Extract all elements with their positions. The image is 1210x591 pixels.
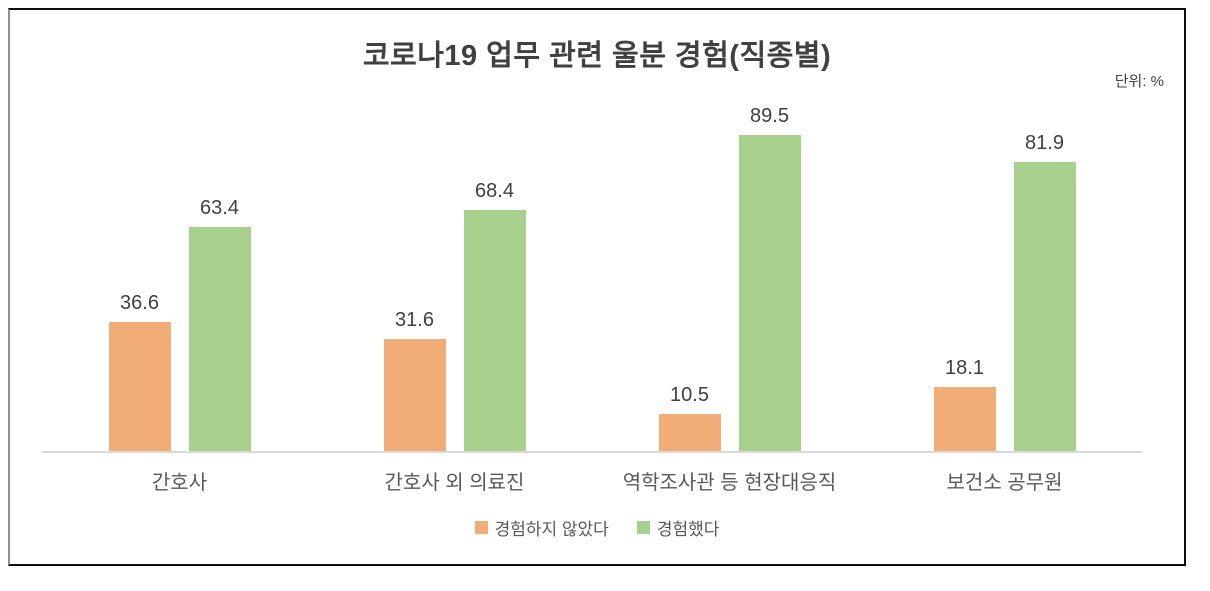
bar-value-label: 18.1	[945, 357, 984, 380]
bar-wrap: 68.4	[463, 98, 526, 451]
bar	[738, 135, 801, 451]
bar-value-label: 31.6	[395, 309, 434, 332]
bar-wrap: 81.9	[1013, 98, 1076, 451]
legend-swatch	[474, 521, 488, 534]
bar-group: 18.1 81.9	[867, 98, 1142, 451]
category-label: 간호사 외 의료진	[384, 472, 525, 494]
bar-group: 10.5 89.5	[592, 98, 867, 451]
category-label: 간호사	[151, 472, 208, 494]
bar	[383, 339, 446, 451]
bar	[108, 321, 171, 451]
plot-area: 36.6 63.4 31.6 68.4 10.5 89.5 18.1 81.9	[42, 98, 1142, 453]
legend-label: 경험하지 않았다	[494, 520, 609, 539]
unit-label: 단위: %	[1114, 73, 1164, 90]
bar-wrap: 10.5	[658, 98, 721, 451]
category-axis: 간호사 간호사 외 의료진 역학조사관 등 현장대응직 보건소 공무원	[42, 466, 1142, 495]
legend-item: 경험했다	[636, 515, 720, 540]
legend-label: 경험했다	[656, 520, 720, 539]
bar-value-label: 10.5	[670, 383, 709, 406]
legend: 경험하지 않았다 경험했다	[10, 515, 1184, 540]
bar-wrap: 36.6	[108, 98, 171, 451]
legend-item: 경험하지 않았다	[474, 515, 609, 540]
bar	[1013, 161, 1076, 451]
bar-wrap: 31.6	[383, 98, 446, 451]
bar-group: 31.6 68.4	[317, 98, 592, 451]
bar	[463, 209, 526, 451]
legend-swatch	[636, 521, 650, 534]
chart-title: 코로나19 업무 관련 울분 경험(직종별)	[362, 40, 832, 72]
bar-wrap: 18.1	[933, 98, 996, 451]
bar-value-label: 89.5	[750, 105, 789, 128]
bar-value-label: 63.4	[200, 197, 239, 220]
bar-value-label: 36.6	[120, 291, 159, 314]
chart-frame: 코로나19 업무 관련 울분 경험(직종별) 단위: % 36.6 63.4 31.…	[8, 8, 1186, 566]
bar	[188, 227, 251, 451]
category-label: 보건소 공무원	[946, 472, 1063, 494]
bar-value-label: 81.9	[1025, 131, 1064, 154]
bar	[658, 413, 721, 451]
bar-wrap: 63.4	[188, 98, 251, 451]
category-label: 역학조사관 등 현장대응직	[622, 472, 837, 494]
bar-wrap: 89.5	[738, 98, 801, 451]
bar-value-label: 68.4	[475, 179, 514, 202]
bar-group: 36.6 63.4	[42, 98, 317, 451]
bar	[933, 387, 996, 451]
